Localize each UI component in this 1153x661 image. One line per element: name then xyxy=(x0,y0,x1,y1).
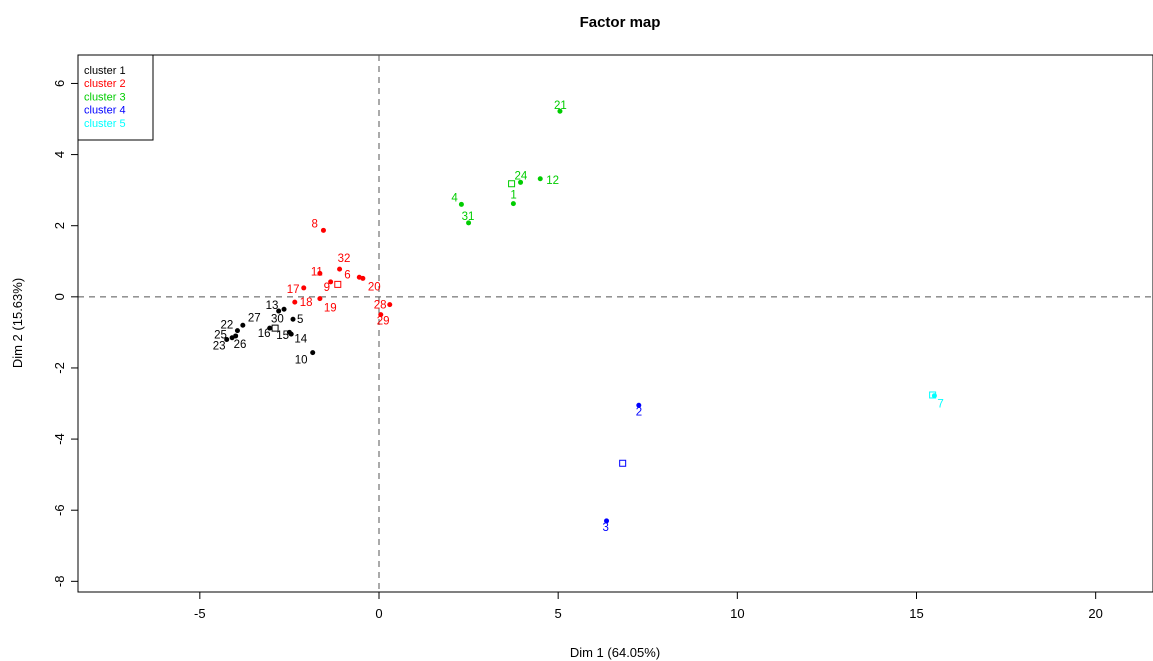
point-label: 4 xyxy=(451,192,458,204)
legend-entry: cluster 3 xyxy=(84,91,126,103)
data-point xyxy=(604,518,610,524)
data-point xyxy=(931,393,937,399)
x-tick-label: 10 xyxy=(730,606,744,621)
data-point xyxy=(320,227,326,233)
data-point xyxy=(224,337,230,343)
point-label: 9 xyxy=(324,282,330,294)
point-label: 24 xyxy=(515,170,528,182)
point-label: 27 xyxy=(248,312,261,324)
point-label: 7 xyxy=(937,399,943,411)
legend-entry: cluster 5 xyxy=(84,118,126,130)
plot-frame xyxy=(77,54,1153,593)
y-tick-label: -4 xyxy=(52,433,67,445)
data-point xyxy=(328,279,334,285)
y-tick-label: -8 xyxy=(52,576,67,588)
legend-entry: cluster 2 xyxy=(84,78,126,90)
data-point xyxy=(317,270,323,276)
point-label: 2 xyxy=(636,406,642,418)
data-point xyxy=(310,350,316,356)
point-label: 5 xyxy=(297,314,303,326)
x-tick-label: 20 xyxy=(1088,606,1102,621)
point-label: 31 xyxy=(462,211,475,223)
point-label: 16 xyxy=(258,328,271,340)
data-point xyxy=(337,266,343,272)
chart-title: Factor map xyxy=(580,14,661,31)
point-label: 30 xyxy=(271,313,284,325)
data-point xyxy=(387,302,393,308)
point-label: 13 xyxy=(266,300,279,312)
x-tick-label: 5 xyxy=(555,606,562,621)
data-point xyxy=(466,220,472,226)
cluster-4-series: 23 xyxy=(603,402,642,534)
x-tick-label: 0 xyxy=(375,606,382,621)
legend-box xyxy=(77,54,154,141)
point-label: 17 xyxy=(287,284,300,296)
point-label: 11 xyxy=(311,266,323,278)
legend-entry: cluster 4 xyxy=(84,105,126,117)
y-tick-label: 4 xyxy=(52,151,67,158)
data-point xyxy=(317,296,323,302)
y-axis-label: Dim 2 (15.63%) xyxy=(10,278,25,368)
cluster-3-series: 21 24 12 4 1 31 xyxy=(451,100,567,226)
x-tick-label: 15 xyxy=(909,606,923,621)
point-label: 20 xyxy=(368,281,381,293)
cluster-centroid-marker xyxy=(508,180,516,188)
legend-entry: cluster 1 xyxy=(84,65,126,77)
x-axis-label: Dim 1 (64.05%) xyxy=(570,645,660,660)
y-tick-label: 0 xyxy=(52,293,67,300)
point-label: 1 xyxy=(510,190,516,202)
point-label: 23 xyxy=(213,341,226,353)
point-label: 22 xyxy=(220,320,233,332)
data-point xyxy=(301,285,307,291)
point-label: 28 xyxy=(374,300,387,312)
data-point xyxy=(360,275,366,281)
point-label: 6 xyxy=(344,269,350,281)
data-point xyxy=(267,325,273,331)
point-label: 29 xyxy=(377,316,390,328)
point-label: 14 xyxy=(294,333,307,345)
data-point xyxy=(510,201,516,207)
cluster-5-series: 7 xyxy=(929,391,944,411)
point-label: 21 xyxy=(554,100,567,112)
y-axis: -8 -6 -4 -2 0 2 4 6 xyxy=(52,80,79,588)
cluster-centroid-marker xyxy=(619,459,627,467)
data-point xyxy=(233,333,239,339)
data-point xyxy=(458,201,464,207)
x-tick-label: -5 xyxy=(194,606,206,621)
point-label: 12 xyxy=(546,175,559,187)
data-point xyxy=(292,299,298,305)
data-point xyxy=(518,179,524,185)
data-point xyxy=(378,312,384,318)
data-point xyxy=(636,402,642,408)
y-tick-label: -6 xyxy=(52,504,67,516)
data-point xyxy=(557,108,563,114)
point-label: 3 xyxy=(603,522,609,534)
data-point xyxy=(234,328,240,334)
data-point xyxy=(290,316,296,322)
point-label: 18 xyxy=(300,297,313,309)
data-point xyxy=(537,176,543,182)
point-label: 10 xyxy=(295,355,308,367)
cluster-centroid-marker xyxy=(334,280,342,288)
point-label: 25 xyxy=(214,330,227,342)
point-label: 19 xyxy=(324,303,337,315)
data-point xyxy=(276,308,282,314)
point-label: 26 xyxy=(234,339,247,351)
y-tick-label: 6 xyxy=(52,80,67,87)
data-point xyxy=(286,329,292,335)
point-label: 8 xyxy=(311,218,317,230)
y-tick-label: -2 xyxy=(52,362,67,374)
point-label: 15 xyxy=(276,330,289,342)
data-point xyxy=(281,306,287,312)
data-point xyxy=(240,322,246,328)
x-axis: -5 0 5 10 15 20 xyxy=(194,591,1103,621)
point-label: 32 xyxy=(338,253,351,265)
y-tick-label: 2 xyxy=(52,222,67,229)
